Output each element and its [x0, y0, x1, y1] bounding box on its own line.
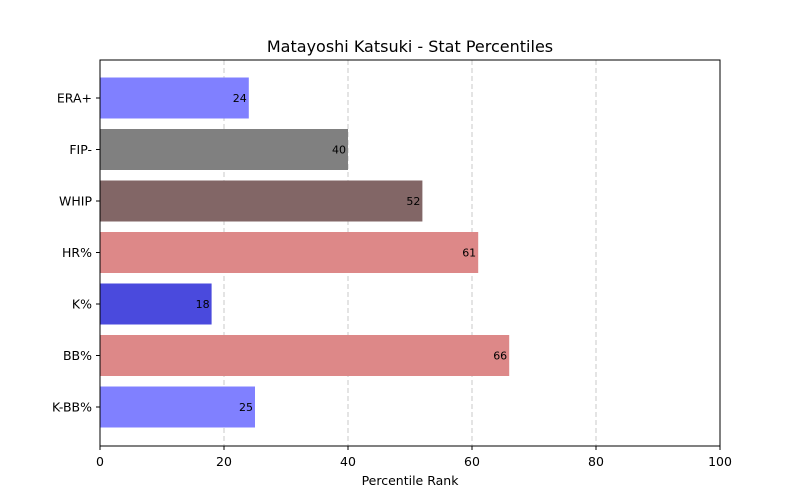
- x-tick-label: 40: [340, 454, 356, 469]
- bar: [100, 129, 348, 170]
- y-tick-label: WHIP: [59, 194, 92, 209]
- x-tick-label: 100: [708, 454, 732, 469]
- bar-value-label: 61: [462, 247, 476, 260]
- x-axis-label: Percentile Rank: [362, 473, 460, 488]
- x-tick-label: 60: [464, 454, 480, 469]
- bar: [100, 386, 255, 428]
- y-axis: ERA+ FIP- WHIP HR% K% BB% K-BB%: [52, 91, 100, 415]
- y-tick-label: FIP-: [69, 142, 92, 157]
- plot-frame: [99, 59, 721, 447]
- bar: [100, 335, 510, 376]
- x-axis: 0 20 40 60 80 100: [96, 446, 732, 469]
- y-tick-label: K%: [72, 297, 92, 312]
- value-labels: 24 40 52 61 18 66 25: [196, 92, 508, 414]
- chart-title: Matayoshi Katsuki - Stat Percentiles: [267, 37, 553, 56]
- bar-value-label: 18: [196, 298, 210, 311]
- x-tick-label: 80: [588, 454, 604, 469]
- bar-value-label: 40: [332, 144, 346, 157]
- bar: [100, 283, 212, 325]
- x-tick-label: 20: [216, 454, 232, 469]
- y-tick-label: HR%: [62, 245, 92, 260]
- bar-value-label: 25: [239, 401, 253, 414]
- bar-value-label: 24: [233, 92, 247, 105]
- y-tick-label: K-BB%: [52, 400, 92, 415]
- bars: [100, 77, 510, 428]
- bar-value-label: 66: [493, 350, 507, 363]
- bar: [100, 232, 479, 273]
- bar-value-label: 52: [406, 195, 420, 208]
- bar: [100, 180, 423, 222]
- y-tick-label: BB%: [63, 348, 92, 363]
- y-tick-label: ERA+: [57, 91, 92, 106]
- bar: [100, 77, 249, 119]
- x-tick-label: 0: [96, 454, 104, 469]
